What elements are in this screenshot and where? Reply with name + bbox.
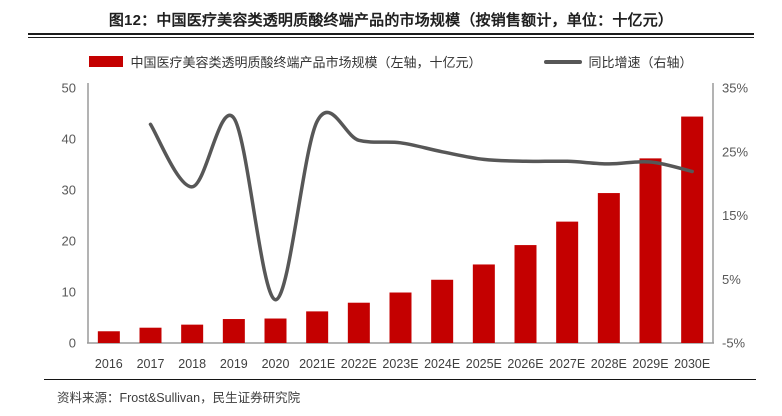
line-series-swatch [543, 59, 582, 64]
right-axis-tick: 15% [722, 208, 748, 223]
source-note: 资料来源：Frost&Sullivan，民生证券研究院 [44, 379, 756, 406]
x-axis-label: 2016 [95, 357, 123, 371]
right-axis-tick: 35% [722, 81, 748, 96]
left-axis-tick: 20 [62, 234, 76, 249]
bar-2016 [97, 331, 120, 343]
bar-series-label: 中国医疗美容类透明质酸终端产品市场规模（左轴，十亿元） [130, 55, 482, 70]
bar-2019 [222, 319, 245, 343]
x-axis-label: 2026E [507, 357, 543, 371]
x-axis-label: 2027E [549, 357, 585, 371]
x-axis-label: 2024E [424, 357, 460, 371]
x-axis-label: 2028E [591, 357, 627, 371]
x-axis-label: 2030E [674, 357, 710, 371]
left-axis-tick: 10 [62, 285, 76, 300]
x-axis-label: 2023E [382, 357, 418, 371]
bar-2023E [389, 292, 412, 343]
x-axis-label: 2022E [341, 357, 377, 371]
chart-legend: 中国医疗美容类透明质酸终端产品市场规模（左轴，十亿元） 同比增速（右轴） [0, 52, 782, 71]
right-axis-tick: 5% [722, 272, 741, 287]
bar-series-swatch [89, 56, 124, 67]
x-axis-label: 2017 [137, 357, 165, 371]
legend-item-market-size: 中国医疗美容类透明质酸终端产品市场规模（左轴，十亿元） [89, 52, 482, 71]
figure-title: 图12：中国医疗美容类透明质酸终端产品的市场规模（按销售额计，单位：十亿元） [108, 12, 674, 29]
bar-2018 [181, 324, 204, 343]
bar-2024E [431, 279, 454, 343]
x-axis-label: 2018 [178, 357, 206, 371]
left-axis-tick: 40 [62, 132, 76, 147]
chart-plot: 0 10 20 30 40 50 -5% 5% 15% 25% 35% 2016 2017 2018 201… [62, 81, 749, 372]
title-underline [28, 33, 754, 38]
bar-2029E [639, 158, 662, 343]
bar-2030E [681, 116, 704, 343]
left-axis-tick: 30 [62, 183, 76, 198]
legend-item-growth: 同比增速（右轴） [543, 52, 693, 71]
right-axis-tick: -5% [722, 336, 746, 351]
line-series-label: 同比增速（右轴） [588, 55, 693, 70]
x-axis-label: 2020 [262, 357, 290, 371]
right-axis-tick: 25% [722, 144, 748, 159]
bar-2021E [306, 311, 329, 343]
bar-2017 [139, 327, 162, 343]
bar-2022E [347, 302, 370, 343]
x-axis-label: 2025E [466, 357, 502, 371]
x-axis-label: 2021E [299, 357, 335, 371]
bar-2020 [264, 318, 287, 343]
bar-2028E [597, 193, 620, 343]
x-axis-label: 2029E [632, 357, 668, 371]
x-axis-label: 2019 [220, 357, 248, 371]
left-axis-tick: 50 [62, 81, 76, 96]
bar-2026E [514, 245, 537, 343]
bar-2027E [556, 221, 579, 343]
source-text: 资料来源：Frost&Sullivan，民生证券研究院 [57, 391, 301, 405]
growth-line [148, 110, 694, 302]
left-axis-tick: 0 [69, 336, 76, 351]
bar-2025E [472, 264, 495, 343]
